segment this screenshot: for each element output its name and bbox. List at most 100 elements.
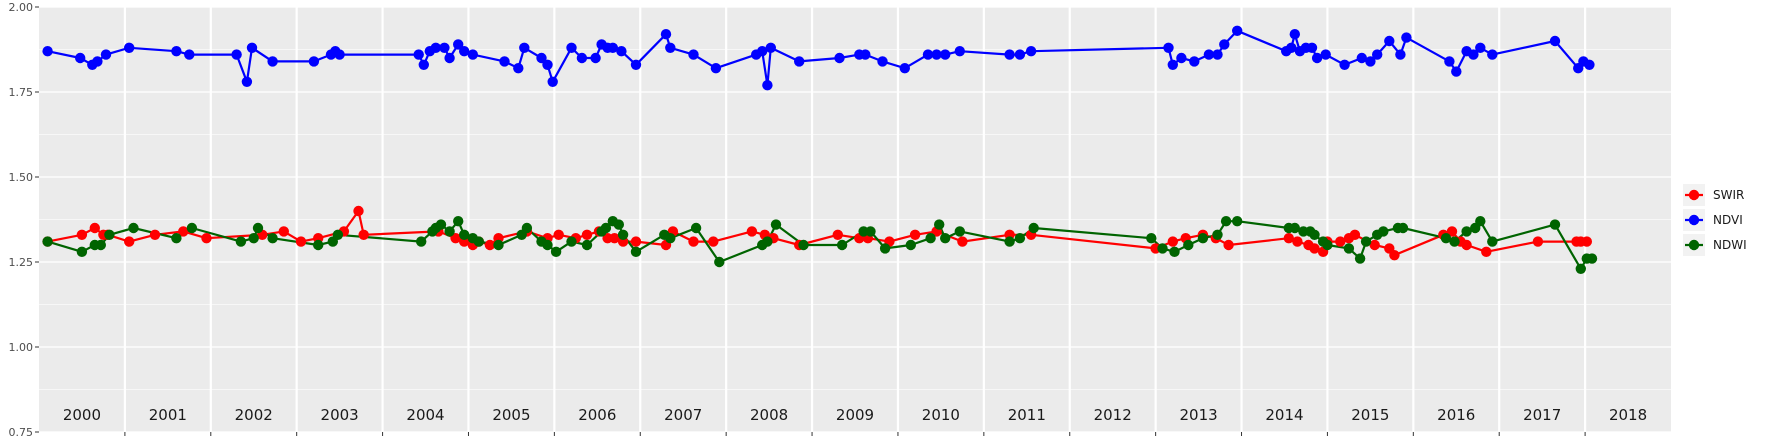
legend: SWIR NDVI NDWI	[1683, 184, 1747, 256]
data-point-ndvi	[757, 46, 768, 57]
data-point-ndvi	[1444, 56, 1455, 67]
data-point-ndwi	[252, 222, 264, 234]
data-point-ndwi	[1343, 243, 1355, 254]
data-point-swir	[295, 236, 307, 247]
year-label-2013: 2013	[1179, 406, 1217, 424]
data-point-swir	[688, 236, 699, 247]
data-point-ndvi	[171, 46, 182, 57]
year-label-2002: 2002	[235, 406, 273, 424]
year-label-2009: 2009	[836, 406, 874, 424]
year-label-2007: 2007	[664, 406, 702, 424]
year-label-2005: 2005	[492, 406, 530, 424]
data-point-ndwi	[613, 219, 624, 230]
data-point-ndwi	[1289, 222, 1301, 234]
data-point-ndvi	[1025, 46, 1037, 57]
data-point-swir	[1167, 236, 1179, 247]
data-point-ndvi	[860, 49, 871, 60]
data-point-ndvi	[413, 49, 424, 60]
data-point-swir	[178, 226, 189, 237]
data-point-ndwi	[690, 222, 702, 234]
year-label-2016: 2016	[1437, 406, 1475, 424]
data-point-ndwi	[1232, 216, 1243, 227]
data-point-swir	[1349, 229, 1361, 240]
data-point-ndvi	[1176, 52, 1187, 64]
data-point-ndwi	[1197, 233, 1209, 244]
data-point-ndwi	[770, 219, 782, 230]
data-point-swir	[708, 236, 719, 247]
data-point-ndvi	[542, 59, 553, 70]
data-point-ndvi	[519, 42, 530, 53]
data-point-ndvi	[576, 52, 588, 64]
y-tick-label: 0.75	[9, 426, 34, 439]
year-label-2017: 2017	[1523, 406, 1561, 424]
data-point-ndwi	[1004, 236, 1015, 247]
data-point-ndwi	[665, 233, 676, 244]
data-point-swir	[553, 229, 564, 240]
data-point-ndvi	[710, 62, 722, 74]
data-point-ndvi	[547, 76, 558, 88]
data-point-swir	[609, 233, 620, 244]
data-point-ndwi	[1014, 233, 1026, 244]
data-point-ndwi	[934, 219, 945, 230]
data-point-ndwi	[171, 233, 182, 244]
data-point-swir	[1446, 226, 1458, 237]
y-axis: 0.75 1.00 1.25 1.50 1.75 2.00	[9, 1, 39, 439]
data-point-ndvi	[246, 42, 258, 53]
data-point-ndvi	[92, 56, 103, 67]
data-point-ndvi	[1356, 52, 1368, 64]
data-point-swir	[89, 222, 101, 234]
data-point-ndvi	[1311, 52, 1323, 64]
legend-marker-ndvi	[1688, 214, 1700, 226]
data-point-ndvi	[467, 49, 478, 60]
year-label-2000: 2000	[63, 406, 101, 424]
data-point-ndwi	[95, 239, 107, 251]
data-point-ndvi	[1365, 56, 1376, 67]
data-point-swir	[909, 229, 921, 240]
data-point-ndwi	[1586, 253, 1598, 264]
legend-marker-swir	[1688, 189, 1700, 201]
data-point-ndwi	[1028, 222, 1039, 234]
data-point-ndvi	[665, 42, 676, 53]
data-point-ndwi	[1378, 226, 1389, 237]
data-point-ndvi	[931, 49, 942, 60]
data-point-ndvi	[1189, 56, 1200, 67]
data-point-ndwi	[566, 236, 577, 247]
y-tick-label: 2.00	[9, 1, 34, 14]
data-point-ndwi	[42, 236, 53, 247]
data-point-ndvi	[1004, 49, 1015, 60]
data-point-ndvi	[1163, 42, 1174, 53]
data-point-ndvi	[418, 59, 429, 70]
year-label-2015: 2015	[1351, 406, 1389, 424]
data-point-swir	[630, 236, 642, 247]
data-point-ndvi	[1384, 35, 1395, 47]
data-point-ndvi	[1395, 49, 1406, 60]
data-point-ndvi	[566, 42, 577, 53]
data-point-ndvi	[536, 52, 547, 64]
data-point-ndvi	[1549, 35, 1561, 47]
data-point-ndwi	[1360, 236, 1372, 247]
data-point-ndwi	[1220, 216, 1232, 227]
data-point-ndwi	[836, 239, 848, 251]
data-point-ndvi	[513, 62, 524, 74]
data-point-ndwi	[542, 239, 553, 251]
data-point-ndwi	[186, 222, 198, 234]
data-point-ndvi	[877, 56, 888, 67]
data-point-ndvi	[1289, 29, 1301, 40]
data-point-ndvi	[616, 46, 627, 57]
data-point-swir	[353, 205, 364, 217]
data-point-swir	[76, 229, 88, 240]
data-point-ndwi	[1322, 239, 1333, 251]
data-point-ndvi	[834, 52, 845, 64]
major-gridlines	[39, 6, 1671, 433]
data-point-swir	[1283, 233, 1295, 244]
data-point-ndvi	[1451, 66, 1462, 77]
data-point-ndvi	[1320, 49, 1331, 60]
data-point-swir	[1461, 239, 1472, 251]
data-point-swir	[124, 236, 135, 247]
data-point-ndwi	[865, 226, 876, 237]
data-point-ndvi	[308, 56, 320, 67]
x-axis: 2000 2001 2002 2003 2004 2005 2006 2007 2008 2009…	[63, 406, 1647, 436]
data-point-ndvi	[660, 29, 672, 40]
data-point-ndwi	[1461, 226, 1472, 237]
data-point-ndwi	[600, 222, 612, 234]
